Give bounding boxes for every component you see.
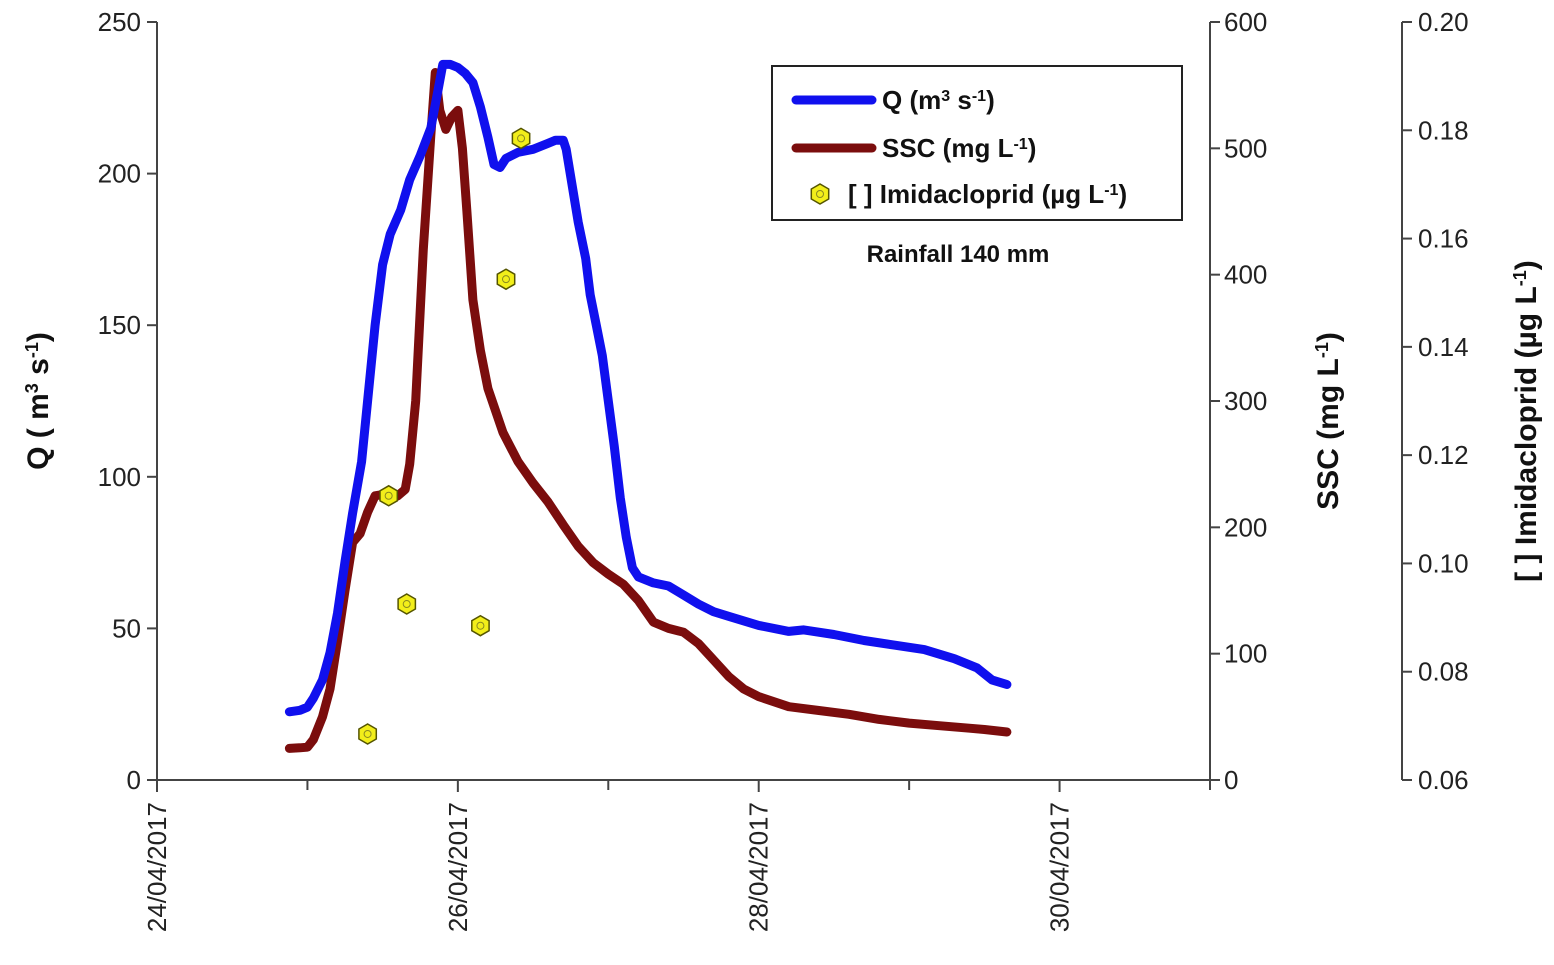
y-right2-tick-label: 0.08 [1418, 657, 1469, 687]
legend-box [771, 65, 1183, 221]
y-left-axis-title: Q ( m3 s-1) [22, 332, 55, 470]
y-left-tick-label: 200 [98, 159, 141, 189]
y-right2-tick-label: 0.18 [1418, 115, 1469, 145]
series-ssc-line [284, 68, 1012, 753]
legend-imidacloprid-swatch [810, 183, 830, 205]
axis-title-part: Q ( m [22, 393, 55, 470]
axis-title-part: SSC (mg L [1312, 358, 1345, 510]
imidacloprid-point [511, 127, 531, 150]
legend-superscript: -1 [972, 88, 986, 105]
y-right1-tick-label: 200 [1224, 512, 1267, 542]
y-left-tick-label: 150 [98, 310, 141, 340]
imidacloprid-point-center [384, 491, 393, 500]
legend-superscript: -1 [1013, 136, 1027, 153]
imidacloprid-point [397, 593, 417, 615]
legend-superscript: -1 [1104, 182, 1118, 199]
axis-title-superscript: -1 [22, 342, 42, 358]
legend-superscript: 3 [941, 88, 950, 105]
x-tick-label: 24/04/2017 [142, 802, 172, 932]
rainfall-annotation: Rainfall 140 mm [867, 241, 1050, 268]
axis-title-part: s [22, 358, 55, 383]
imidacloprid-point-center [517, 134, 526, 143]
x-tick-label: 30/04/2017 [1045, 802, 1075, 932]
legend-text-part: SSC (mg L [882, 133, 1014, 163]
x-tick-label: 28/04/2017 [744, 802, 774, 932]
imidacloprid-point-center [476, 621, 485, 630]
y-right2-tick-label: 0.14 [1418, 332, 1469, 362]
axis-title-part: ) [22, 332, 55, 342]
y-left-tick-label: 50 [112, 613, 141, 643]
y-right1-tick-label: 300 [1224, 386, 1267, 416]
imidacloprid-point [379, 484, 399, 507]
y-left-tick-label: 100 [98, 462, 141, 492]
series-q-line [284, 59, 1012, 717]
y-right2-tick-label: 0.16 [1418, 224, 1469, 254]
axis-title-superscript: 3 [22, 383, 42, 393]
axis-title-superscript: -1 [1510, 270, 1530, 286]
legend-label-q: Q (m3 s-1) [882, 85, 995, 115]
legend-text-part: s [950, 85, 972, 115]
legend-label-imida: [ ] Imidacloprid (µg L-1) [848, 179, 1127, 209]
axis-title-part: [ ] Imidacloprid (µg L [1510, 286, 1543, 582]
y-left-tick-label: 0 [127, 765, 141, 795]
axis-title-part: ) [1312, 332, 1345, 342]
imidacloprid-point [358, 723, 378, 745]
y-right1-tick-label: 100 [1224, 639, 1267, 669]
axis-title-superscript: -1 [1312, 342, 1332, 358]
y-right2-tick-label: 0.20 [1418, 7, 1469, 37]
legend-text-part: [ ] Imidacloprid (µg L [848, 179, 1104, 209]
legend-text-part: ) [1118, 179, 1127, 209]
y-right1-tick-label: 0 [1224, 765, 1238, 795]
legend-label-ssc: SSC (mg L-1) [882, 133, 1036, 163]
legend-text-part: ) [986, 85, 995, 115]
legend-text-part: ) [1028, 133, 1037, 163]
y-left-tick-label: 250 [98, 7, 141, 37]
plot-area: 0 50 100 150 200 250 0 100 200 300 400 500 600 0.06 0.… [22, 7, 1543, 932]
legend-text-part: Q (m [882, 85, 941, 115]
y-right1-tick-label: 600 [1224, 7, 1267, 37]
x-tick-label: 26/04/2017 [443, 802, 473, 932]
y-right1-tick-label: 400 [1224, 260, 1267, 290]
axis-title-part: ) [1510, 260, 1543, 270]
imidacloprid-point-center [363, 729, 372, 738]
legend-imidacloprid-swatch-center [816, 190, 824, 198]
y-right2-tick-label: 0.10 [1418, 548, 1469, 578]
imidacloprid-point [496, 268, 516, 291]
y-right1-axis-title: SSC (mg L-1) [1312, 332, 1345, 510]
y-right1-tick-label: 500 [1224, 133, 1267, 163]
y-right2-tick-label: 0.06 [1418, 765, 1469, 795]
y-right2-axis-title: [ ] Imidacloprid (µg L-1) [1510, 260, 1543, 582]
imidacloprid-point-center [402, 600, 411, 609]
imidacloprid-point-center [501, 275, 510, 284]
imidacloprid-point [471, 614, 490, 637]
y-right2-tick-label: 0.12 [1418, 440, 1469, 470]
